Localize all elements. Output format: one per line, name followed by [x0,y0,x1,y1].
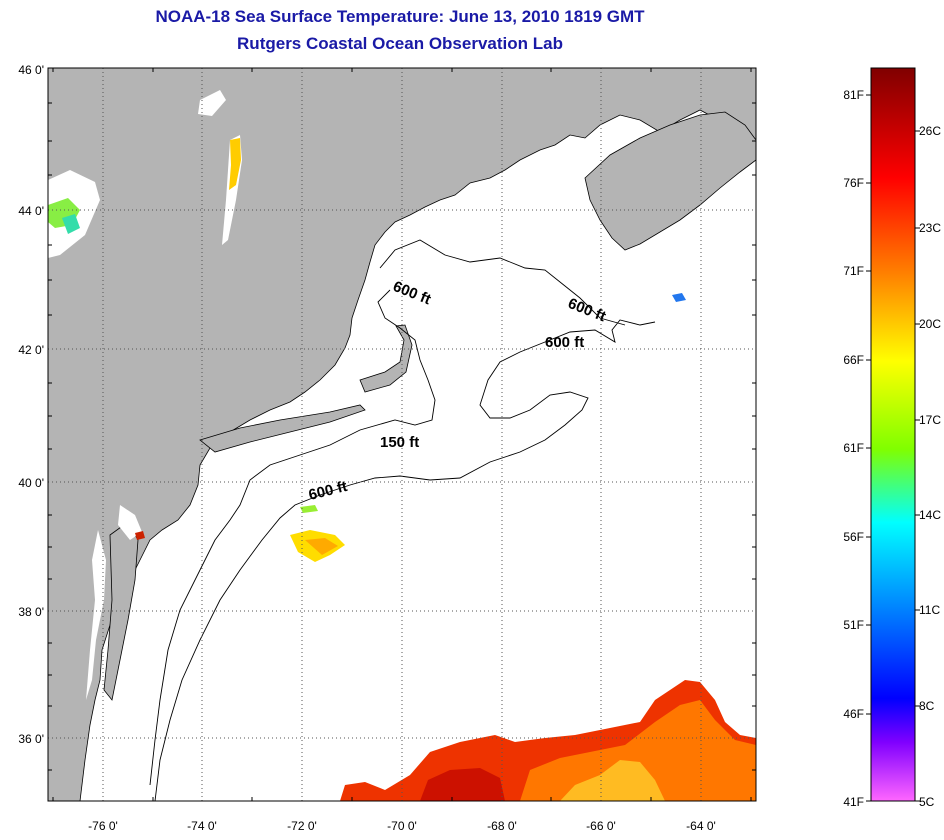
sst-gulf-stream-orange [520,700,756,801]
map-subtitle: Rutgers Coastal Ocean Observation Lab [237,34,563,53]
colorbar-label-23c: 23C [919,221,941,235]
lat-label-36: 36 0' [18,732,44,746]
land-long-island [199,404,366,453]
contour-600ft-gulf-maine [379,239,626,326]
sst-gulf-stream-dark [420,768,505,801]
land-nova-scotia [584,111,756,251]
lat-label-46: 46 0' [18,63,44,77]
land-cape-cod [359,324,413,393]
colorbar-label-71f: 71F [843,264,864,278]
colorbar-label-14c: 14C [919,508,941,522]
sst-patch-green [300,505,318,513]
contour-600ft-shelf [154,319,656,801]
lon-label-70: -70 0' [387,819,417,833]
delaware-bay [118,505,142,540]
lon-label-68: -68 0' [487,819,517,833]
colorbar-label-66f: 66F [843,353,864,367]
lat-label-42: 42 0' [18,343,44,357]
colorbar-label-20c: 20C [919,317,941,331]
map-ticks [48,68,756,801]
contour-label-150ft: 150 ft [380,434,419,451]
sst-patch-lake-ontario-cool [62,214,80,234]
lon-label-72: -72 0' [287,819,317,833]
sst-patch-shelf-warm [305,538,338,555]
colorbar-label-76f: 76F [843,176,864,190]
lat-label-40: 40 0' [18,476,44,490]
lon-label-66: -66 0' [586,819,616,833]
colorbar-label-56f: 56F [843,530,864,544]
colorbar-label-61f: 61F [843,441,864,455]
contour-150ft [149,289,436,786]
sst-patch-lake-champlain [229,138,241,190]
colorbar-label-81f: 81F [843,88,864,102]
lon-label-76: -76 0' [88,819,118,833]
colorbar-label-26c: 26C [919,124,941,138]
lon-label-74: -74 0' [187,819,217,833]
sst-patch-delaware [135,531,145,540]
map-frame [47,67,757,802]
colorbar-label-41f: 41F [843,795,864,809]
lake-small [198,90,226,116]
colorbar-label-46f: 46F [843,707,864,721]
temperature-colorbar [870,67,916,802]
colorbar-label-11c: 11C [919,603,940,617]
colorbar-label-17c: 17C [919,413,941,427]
colorbar-label-8c: 8C [919,699,935,713]
lat-label-44: 44 0' [18,204,44,218]
chesapeake-bay [86,530,106,700]
sst-gulf-stream-yellow [560,760,665,801]
lon-label-64: -64 0' [686,819,716,833]
map-title: NOAA-18 Sea Surface Temperature: June 13… [155,7,645,26]
colorbar-ticks [866,94,920,802]
lat-label-38: 38 0' [18,605,44,619]
colorbar-label-5c: 5C [919,795,935,809]
sst-patch-blue [672,293,686,302]
contour-label-600ft-northeast-channel: 600 ft [545,334,584,351]
colorbar-label-51f: 51F [843,618,864,632]
